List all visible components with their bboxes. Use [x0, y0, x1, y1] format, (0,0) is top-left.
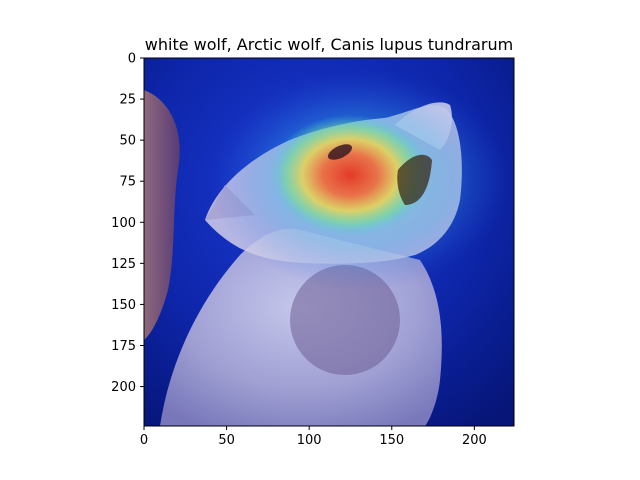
y-tick-label: 150	[111, 298, 136, 313]
wolf-mouth	[397, 154, 432, 205]
chest-shading	[290, 265, 400, 375]
x-tick-label: 150	[379, 433, 404, 448]
y-tick-label: 25	[119, 93, 136, 108]
x-tick-label: 200	[462, 433, 487, 448]
x-tick-label: 0	[140, 433, 148, 448]
hair-region	[144, 90, 180, 340]
heat-hotspot	[270, 115, 430, 235]
y-tick-label: 50	[119, 134, 136, 149]
wolf-eye	[327, 144, 353, 160]
figure-title: white wolf, Arctic wolf, Canis lupus tun…	[145, 35, 513, 54]
y-tick-label: 175	[111, 339, 136, 354]
x-tick-label: 50	[218, 433, 235, 448]
y-tick-label: 200	[111, 380, 136, 395]
y-tick-label: 75	[119, 175, 136, 190]
heatmap-image	[144, 58, 514, 426]
y-tick-label: 0	[128, 52, 136, 67]
y-tick-label: 125	[111, 257, 136, 272]
x-tick-label: 100	[297, 433, 322, 448]
y-tick-label: 100	[111, 216, 136, 231]
x-axis-ticks: 0 50 100 150 200	[140, 426, 487, 448]
y-axis-ticks: 0 25 50 75 100 125 150 175 200	[111, 52, 144, 395]
plot-frame	[143, 57, 515, 427]
